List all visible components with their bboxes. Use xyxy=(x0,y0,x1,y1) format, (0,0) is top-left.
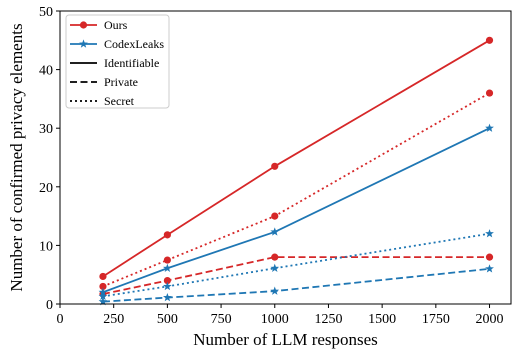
ours-identifiable-line xyxy=(102,39,490,278)
x-tick-label: 2000 xyxy=(476,312,504,327)
y-axis-label: Number of confirmed privacy elements xyxy=(7,23,26,291)
legend-codexleaks-label: CodexLeaks xyxy=(104,37,164,51)
ours-identifiable-point xyxy=(485,36,494,44)
tick-labels: 0 250 500 750 1000 1250 1500 1750 2000 0 10 20 30 40 5… xyxy=(39,5,504,327)
ours-identifiable-point xyxy=(163,231,171,239)
x-tick-label: 1250 xyxy=(314,312,342,327)
legend-ours-label: Ours xyxy=(104,18,128,32)
y-tick-label: 10 xyxy=(39,239,53,254)
ours-secret-point xyxy=(271,212,279,220)
ours-private-point xyxy=(271,253,279,261)
codexleaks-private-point xyxy=(270,286,280,295)
x-tick-label: 750 xyxy=(211,312,232,327)
x-tick-label: 1750 xyxy=(422,312,450,327)
x-tick-label: 250 xyxy=(103,312,124,327)
legend-ours-marker xyxy=(79,21,88,29)
ours-identifiable-point xyxy=(271,162,279,170)
legend-codexleaks-marker xyxy=(79,39,88,48)
codexleaks-secret-line xyxy=(102,232,490,298)
y-tick-label: 40 xyxy=(39,64,53,79)
codexleaks-private-line xyxy=(102,267,490,303)
legend: Ours CodexLeaks Identifiable Private Secret xyxy=(65,14,170,109)
ours-private-point xyxy=(485,253,494,261)
legend-identifiable-label: Identifiable xyxy=(104,56,159,70)
codexleaks-secret-point xyxy=(270,263,280,272)
x-axis-label: Number of LLM responses xyxy=(193,330,378,349)
legend-secret-label: Secret xyxy=(104,94,135,108)
ours-secret-point xyxy=(163,256,171,264)
y-tick-label: 50 xyxy=(39,5,53,20)
x-tick-label: 1500 xyxy=(368,312,396,327)
codexleaks-identifiable-point xyxy=(485,123,494,132)
x-tick-label: 1000 xyxy=(261,312,289,327)
codexleaks-identifiable-line xyxy=(102,127,490,294)
axes xyxy=(56,10,512,308)
codexleaks-private-point xyxy=(485,264,494,273)
codexleaks-secret-point xyxy=(485,229,494,238)
ours-secret-point xyxy=(485,89,494,97)
series-lines xyxy=(102,39,490,303)
codexleaks-identifiable-point xyxy=(270,227,280,236)
codexleaks-secret-point xyxy=(98,291,108,301)
ours-private-point xyxy=(163,276,171,285)
ours-secret-line xyxy=(102,92,490,288)
codexleaks-private-point xyxy=(163,292,172,302)
legend-private-label: Private xyxy=(104,75,138,89)
y-tick-label: 30 xyxy=(39,122,53,137)
legend-box xyxy=(65,14,170,109)
x-tick-label: 0 xyxy=(57,312,64,327)
y-tick-label: 20 xyxy=(39,181,53,196)
x-tick-label: 500 xyxy=(157,312,178,327)
codexleaks-private-point xyxy=(98,297,108,306)
plot-frame xyxy=(59,10,512,305)
codexleaks-secret-point xyxy=(163,281,172,291)
y-tick-label: 0 xyxy=(46,298,53,313)
ours-private-line xyxy=(102,256,490,295)
ours-identifiable-point xyxy=(99,272,107,281)
codexleaks-identifiable-point xyxy=(163,263,172,272)
series-markers xyxy=(98,36,494,306)
ours-secret-point xyxy=(99,282,107,291)
